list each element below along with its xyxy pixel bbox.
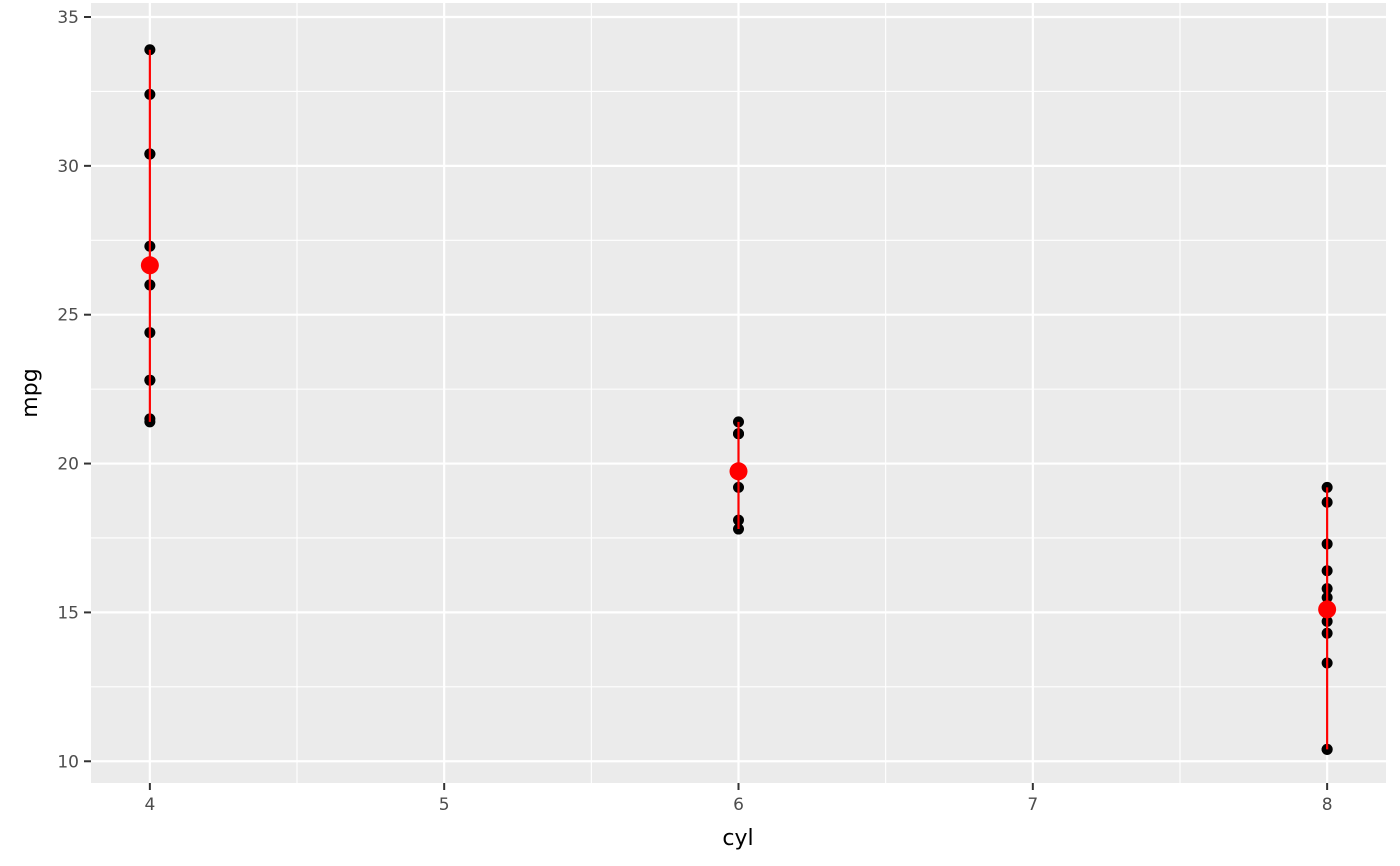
- x-tick-label: 6: [733, 795, 744, 815]
- y-tick-label: 25: [57, 306, 79, 326]
- y-tick-label: 30: [57, 157, 79, 177]
- x-axis-label: cyl: [722, 826, 753, 851]
- x-tick-label: 5: [439, 795, 450, 815]
- data-marks: [140, 44, 1337, 755]
- x-tick-label: 7: [1027, 795, 1038, 815]
- y-axis-label: mpg: [18, 368, 43, 417]
- axes: 4 5 6 7 8 10 15 20 25 30 35: [57, 8, 1332, 815]
- mean-point: [140, 256, 159, 275]
- y-tick-label: 10: [57, 752, 79, 772]
- y-tick-label: 20: [57, 455, 79, 475]
- y-tick-label: 15: [57, 603, 79, 623]
- mean-point: [729, 462, 748, 481]
- y-tick-label: 35: [57, 8, 79, 28]
- x-tick-label: 8: [1322, 795, 1333, 815]
- x-tick-label: 4: [144, 795, 155, 815]
- mean-point: [1318, 600, 1337, 619]
